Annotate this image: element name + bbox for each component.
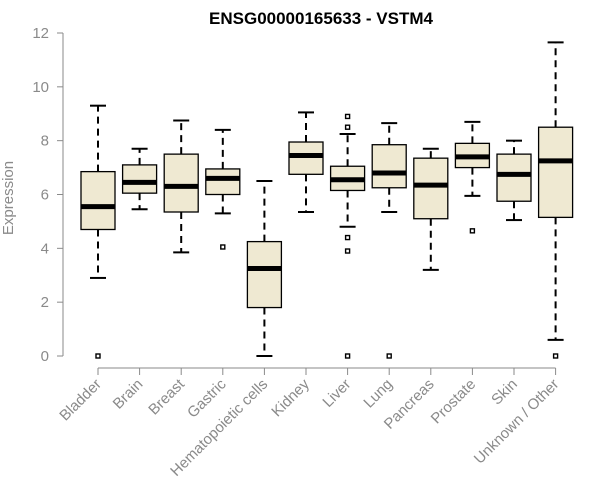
- y-tick-label: 4: [41, 240, 49, 257]
- box-group: [246, 180, 283, 357]
- box-group: [80, 104, 116, 359]
- outlier-point: [220, 244, 226, 250]
- outlier-point: [552, 353, 559, 359]
- box: [288, 141, 324, 175]
- box: [413, 157, 449, 220]
- y-axis: 0 2 4 6 8 10 12: [32, 25, 64, 365]
- box: [371, 144, 407, 189]
- box: [80, 170, 116, 231]
- box: [121, 164, 158, 194]
- box-group: [454, 120, 491, 234]
- x-tick-label: Prostate: [428, 376, 480, 428]
- chart-title: ENSG00000165633 - VSTM4: [209, 9, 434, 28]
- box: [246, 240, 283, 309]
- box-group: [413, 147, 449, 271]
- x-tick-label: Kidney: [268, 375, 313, 420]
- x-tick-label: Liver: [319, 376, 354, 411]
- box-group: [205, 128, 241, 250]
- y-tick-label: 10: [32, 79, 49, 96]
- box: [205, 168, 241, 196]
- box-group: [288, 111, 324, 213]
- outlier-point: [469, 228, 476, 234]
- outlier-point: [344, 234, 351, 241]
- y-tick-label: 2: [41, 294, 49, 311]
- box-group: [121, 147, 158, 211]
- box-group: [371, 122, 407, 359]
- outlier-point: [344, 353, 351, 359]
- y-tick-label: 8: [41, 133, 49, 150]
- x-tick-label: Skin: [488, 376, 521, 409]
- outlier-point: [344, 124, 351, 130]
- x-tick-label: Breast: [145, 375, 188, 418]
- x-tick-label: Lung: [360, 376, 396, 412]
- box: [537, 126, 574, 219]
- box-group: [496, 139, 532, 222]
- y-tick-label: 6: [41, 187, 49, 204]
- box-group: [329, 113, 366, 359]
- box: [496, 153, 532, 202]
- box: [163, 153, 199, 213]
- outlier-point: [344, 113, 351, 120]
- y-tick-label: 0: [41, 348, 49, 365]
- outlier-point: [386, 353, 392, 359]
- box-group: [163, 119, 199, 254]
- outlier-point: [344, 248, 351, 254]
- y-tick-label: 12: [32, 25, 49, 42]
- outlier-point: [95, 353, 101, 359]
- x-tick-label: Brain: [110, 376, 147, 413]
- x-tick-label: Bladder: [56, 376, 105, 425]
- y-axis-label: Expression: [0, 161, 17, 235]
- box-group: [537, 41, 574, 359]
- boxes-layer: [80, 41, 574, 359]
